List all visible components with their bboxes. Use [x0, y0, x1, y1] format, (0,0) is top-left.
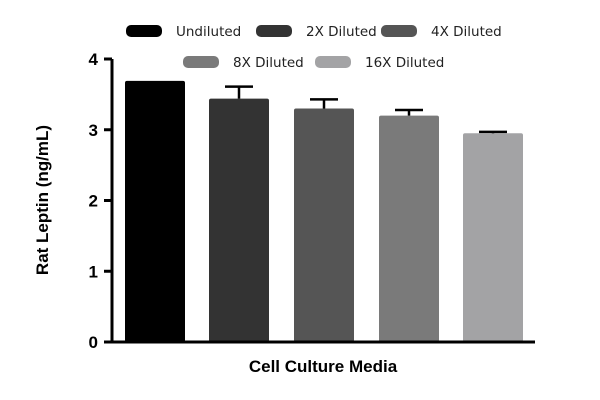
- legend-label-3: 8X Diluted: [233, 55, 304, 71]
- legend-swatch-0: [126, 25, 162, 37]
- legend-swatch-2: [381, 25, 417, 37]
- bar-3: [379, 115, 439, 342]
- bars: [125, 80, 523, 343]
- y-tick-label: 4: [89, 50, 99, 69]
- legend-label-1: 2X Diluted: [306, 24, 377, 40]
- legend-swatch-1: [256, 25, 292, 37]
- bar-0: [125, 80, 185, 343]
- legend-label-4: 16X Diluted: [365, 55, 444, 71]
- y-axis: 0 1 2 3 4: [89, 50, 114, 352]
- legend-swatch-4: [315, 56, 351, 68]
- y-tick-label: 2: [89, 192, 98, 211]
- legend-label-2: 4X Diluted: [431, 24, 502, 40]
- x-axis-label: Cell Culture Media: [249, 357, 398, 376]
- bar-4: [463, 133, 523, 342]
- bar-2: [294, 108, 354, 343]
- legend-swatch-3: [183, 56, 219, 68]
- y-tick-label: 3: [89, 121, 98, 140]
- y-tick-label: 0: [89, 333, 98, 352]
- bar-1: [209, 98, 269, 343]
- y-axis-label: Rat Leptin (ng/mL): [33, 125, 52, 275]
- y-tick-label: 1: [89, 262, 98, 281]
- legend: Undiluted 2X Diluted 4X Diluted 8X Diluted 1…: [126, 24, 502, 71]
- legend-label-0: Undiluted: [176, 24, 241, 40]
